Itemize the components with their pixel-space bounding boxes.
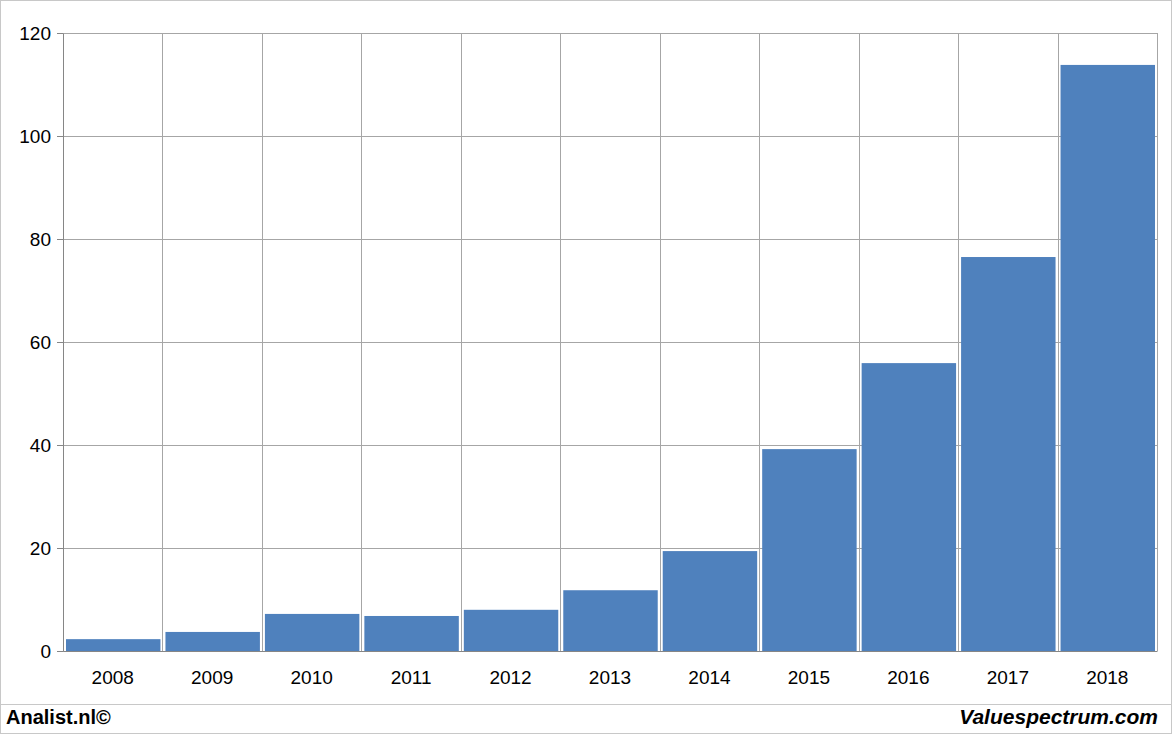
grid-line (461, 33, 462, 651)
axis-line (63, 34, 64, 652)
tick: 0 (40, 641, 63, 662)
grid-line (361, 33, 362, 651)
footer-right: Valuespectrum.com (959, 705, 1158, 728)
tick-mark (57, 136, 63, 137)
grid-line (560, 33, 561, 651)
frame (1, 1, 1172, 734)
tick-label: 2013 (589, 667, 631, 688)
tick-mark (57, 342, 63, 343)
tick-mark (57, 239, 63, 240)
axis-line (64, 651, 1158, 652)
tick-label: 80 (30, 229, 51, 250)
tick: 2017 (987, 651, 1029, 688)
grid-line (63, 651, 1157, 652)
tick: 40 (30, 435, 63, 456)
x-grid (163, 33, 1158, 651)
x-axis: 2008 2009 2010 2011 2012 2013 2014 2015 2016 2017… (64, 651, 1158, 688)
tick-label: 2012 (489, 667, 531, 688)
tick-label: 60 (30, 332, 51, 353)
tick: 2014 (688, 651, 731, 688)
grid-line (63, 136, 1157, 137)
tick: 120 (19, 23, 63, 44)
chart: 0204060801001202008200920102011201220132… (0, 0, 1172, 734)
bar (563, 590, 657, 651)
tick-label: 2014 (688, 667, 731, 688)
tick-label: 2010 (290, 667, 332, 688)
tick-label: 2017 (987, 667, 1029, 688)
bar (165, 632, 259, 651)
tick-label: 2009 (191, 667, 233, 688)
grid-line (262, 33, 263, 651)
tick: 2013 (589, 651, 631, 688)
grid-line (1157, 33, 1158, 651)
grid-line (759, 33, 760, 651)
tick-mark (57, 651, 63, 652)
bar (464, 610, 558, 651)
tick-label: 20 (30, 538, 51, 559)
tick-label: 2018 (1086, 667, 1128, 688)
tick-label: 2016 (887, 667, 929, 688)
y-grid (63, 34, 1157, 652)
tick: 2008 (92, 651, 134, 688)
grid-line (63, 239, 1157, 240)
tick: 20 (30, 538, 63, 559)
bar (663, 551, 757, 651)
tick: 2018 (1086, 651, 1128, 688)
tick: 80 (30, 229, 63, 250)
tick: 2015 (788, 651, 830, 688)
grid-line (1058, 33, 1059, 651)
tick-mark (57, 445, 63, 446)
bar (1061, 65, 1155, 651)
tick-mark (57, 33, 63, 34)
grid-line (859, 33, 860, 651)
tick: 100 (19, 126, 63, 147)
tick-label: 40 (30, 435, 51, 456)
tick: 2011 (391, 651, 432, 688)
tick-label: 2011 (391, 667, 432, 688)
grid-line (660, 33, 661, 651)
bar (66, 639, 160, 651)
bars (66, 65, 1155, 651)
tick-label: 120 (19, 23, 51, 44)
bar (961, 257, 1055, 651)
grid-line (958, 33, 959, 651)
bar (265, 614, 359, 651)
grid-line (63, 33, 1157, 34)
tick: 2016 (887, 651, 929, 688)
tick-label: 2015 (788, 667, 830, 688)
y-axis: 0 20 40 60 80 100 120 (19, 23, 63, 662)
tick: 2010 (290, 651, 332, 688)
bar (762, 449, 856, 651)
tick: 2012 (489, 651, 531, 688)
bar (862, 363, 956, 651)
grid-line (162, 33, 163, 651)
tick: 60 (30, 332, 63, 353)
tick-mark (57, 548, 63, 549)
tick-label: 100 (19, 126, 51, 147)
bar (364, 616, 458, 651)
plot: 0204060801001202008200920102011201220132… (19, 23, 1157, 689)
footer-left: Analist.nl© (6, 706, 111, 728)
tick: 2009 (191, 651, 233, 688)
tick-label: 2008 (92, 667, 134, 688)
tick-label: 0 (40, 641, 51, 662)
